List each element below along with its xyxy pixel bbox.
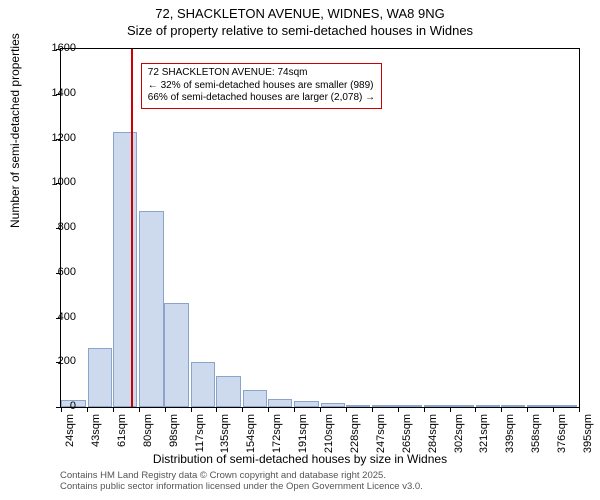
xtick-label: 172sqm <box>271 414 283 453</box>
xtick-label: 284sqm <box>427 414 439 453</box>
xtick-label: 358sqm <box>530 414 542 453</box>
ytick-label: 0 <box>36 400 76 412</box>
xtick-mark <box>372 407 373 412</box>
xtick-mark <box>191 407 192 412</box>
xtick-mark <box>165 407 166 412</box>
footer-line-2: Contains public sector information licen… <box>60 481 588 492</box>
xtick-label: 247sqm <box>375 414 387 453</box>
ytick-label: 200 <box>36 355 76 367</box>
histogram-bar <box>113 132 138 407</box>
histogram-bar <box>88 348 113 407</box>
histogram-bar <box>216 376 241 407</box>
histogram-bar <box>424 405 449 407</box>
xtick-mark <box>579 407 580 412</box>
xtick-mark <box>553 407 554 412</box>
xtick-mark <box>268 407 269 412</box>
xtick-mark <box>475 407 476 412</box>
histogram-bar <box>346 405 371 407</box>
annotation-line1: 72 SHACKLETON AVENUE: 74sqm <box>148 67 375 80</box>
ytick-label: 400 <box>36 311 76 323</box>
histogram-bar <box>191 362 216 407</box>
ytick-label: 1600 <box>36 42 76 54</box>
xtick-label: 61sqm <box>116 414 128 447</box>
xtick-mark <box>346 407 347 412</box>
xtick-label: 154sqm <box>245 414 257 453</box>
xtick-label: 98sqm <box>168 414 180 447</box>
xtick-label: 265sqm <box>401 414 413 453</box>
xtick-mark <box>501 407 502 412</box>
chart-container: 72, SHACKLETON AVENUE, WIDNES, WA8 9NG S… <box>0 0 600 500</box>
xtick-mark <box>113 407 114 412</box>
xtick-label: 135sqm <box>219 414 231 453</box>
xtick-mark <box>216 407 217 412</box>
annotation-box: 72 SHACKLETON AVENUE: 74sqm← 32% of semi… <box>141 63 382 109</box>
xtick-mark <box>398 407 399 412</box>
annotation-line2: ← 32% of semi-detached houses are smalle… <box>148 80 375 93</box>
property-marker-line <box>131 49 133 407</box>
xtick-mark <box>139 407 140 412</box>
xtick-mark <box>450 407 451 412</box>
xtick-label: 117sqm <box>194 414 206 452</box>
xtick-label: 228sqm <box>349 414 361 453</box>
histogram-bar <box>552 405 577 407</box>
footer-line-1: Contains HM Land Registry data © Crown c… <box>60 470 588 481</box>
histogram-bar <box>397 405 422 407</box>
histogram-bar <box>321 403 346 407</box>
histogram-bar <box>372 405 397 407</box>
title-line-2: Size of property relative to semi-detach… <box>0 23 600 40</box>
histogram-bar <box>294 401 319 407</box>
ytick-label: 800 <box>36 221 76 233</box>
xtick-label: 24sqm <box>64 414 76 447</box>
xtick-label: 210sqm <box>323 414 335 453</box>
xtick-label: 80sqm <box>142 414 154 447</box>
xtick-mark <box>242 407 243 412</box>
xtick-label: 395sqm <box>582 414 594 453</box>
xtick-mark <box>87 407 88 412</box>
xtick-label: 321sqm <box>478 414 490 453</box>
ytick-label: 1000 <box>36 176 76 188</box>
histogram-bar <box>476 405 501 407</box>
y-axis-label: Number of semi-detached properties <box>8 33 22 228</box>
histogram-bar <box>243 390 268 407</box>
histogram-bar <box>164 303 189 407</box>
xtick-label: 43sqm <box>90 414 102 447</box>
xtick-mark <box>527 407 528 412</box>
histogram-bar <box>501 405 526 407</box>
histogram-bar <box>527 405 552 407</box>
ytick-label: 1200 <box>36 132 76 144</box>
xtick-mark <box>320 407 321 412</box>
x-axis-label: Distribution of semi-detached houses by … <box>0 452 600 466</box>
annotation-line3: 66% of semi-detached houses are larger (… <box>148 92 375 105</box>
title-line-1: 72, SHACKLETON AVENUE, WIDNES, WA8 9NG <box>0 6 600 23</box>
xtick-label: 339sqm <box>504 414 516 453</box>
xtick-label: 302sqm <box>453 414 465 453</box>
histogram-bar <box>449 405 474 407</box>
plot-area: 72 SHACKLETON AVENUE: 74sqm← 32% of semi… <box>60 48 580 408</box>
footer-attribution: Contains HM Land Registry data © Crown c… <box>60 470 588 493</box>
ytick-label: 1400 <box>36 87 76 99</box>
xtick-label: 191sqm <box>297 414 309 453</box>
xtick-mark <box>424 407 425 412</box>
histogram-bar <box>139 211 164 407</box>
xtick-label: 376sqm <box>556 414 568 453</box>
histogram-bar <box>268 399 293 407</box>
ytick-label: 600 <box>36 266 76 278</box>
chart-title: 72, SHACKLETON AVENUE, WIDNES, WA8 9NG S… <box>0 0 600 40</box>
xtick-mark <box>294 407 295 412</box>
